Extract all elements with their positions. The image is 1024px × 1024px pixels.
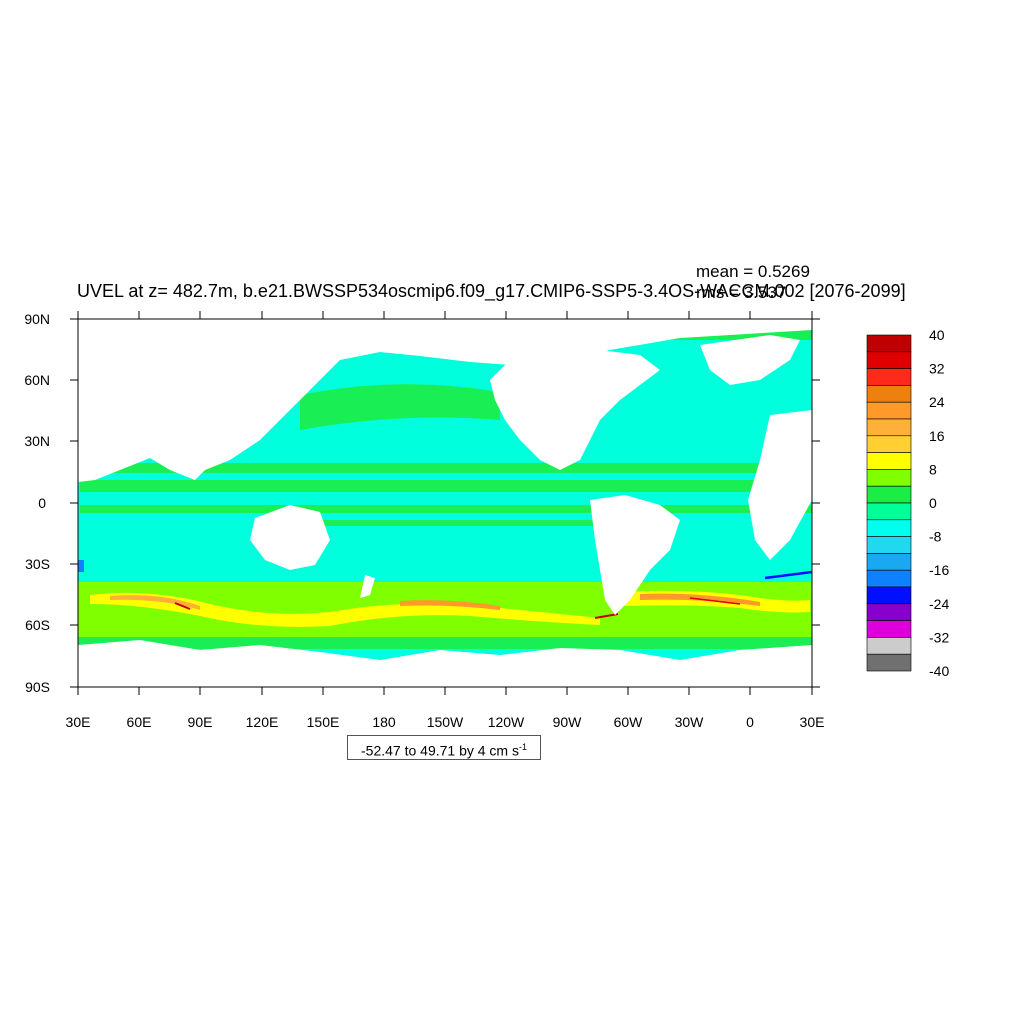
x-tick-label: 0 bbox=[746, 714, 754, 730]
colorbar-label: -32 bbox=[929, 629, 949, 645]
colorbar-label: 0 bbox=[929, 495, 937, 511]
plot-title: UVEL at z= 482.7m, b.e21.BWSSP534oscmip6… bbox=[77, 281, 906, 301]
colorbar-label: -16 bbox=[929, 562, 949, 578]
colorbar-label: -24 bbox=[929, 596, 949, 612]
x-tick-label: 30W bbox=[675, 714, 705, 730]
y-tick-label: 60N bbox=[24, 372, 50, 388]
x-tick-label: 90W bbox=[553, 714, 583, 730]
colorbar-swatch bbox=[866, 385, 912, 403]
colorbar-label: 8 bbox=[929, 461, 937, 477]
x-tick-label: 180 bbox=[372, 714, 396, 730]
x-tick-label: 120E bbox=[246, 714, 279, 730]
colorbar-swatch bbox=[866, 553, 912, 571]
colorbar-swatch bbox=[866, 368, 912, 386]
contour-range-label: -52.47 to 49.71 by 4 cm s-1 bbox=[347, 735, 541, 760]
colorbar-swatch bbox=[866, 569, 912, 588]
colorbar-label: 32 bbox=[929, 361, 945, 377]
colorbar-label: 40 bbox=[929, 327, 945, 343]
colorbar-swatch bbox=[866, 435, 912, 453]
map-field bbox=[78, 319, 812, 687]
y-tick-label: 90N bbox=[24, 311, 50, 327]
colorbar-swatch bbox=[866, 502, 912, 521]
x-tick-label: 120W bbox=[488, 714, 525, 730]
colorbar-swatch bbox=[866, 351, 912, 369]
colorbar-label: 16 bbox=[929, 428, 945, 444]
rms-stat: rms = 3.537 bbox=[696, 283, 787, 302]
colorbar bbox=[866, 334, 912, 672]
colorbar-swatch bbox=[866, 519, 912, 537]
y-tick-label: 60S bbox=[25, 617, 50, 633]
x-tick-label: 150E bbox=[307, 714, 340, 730]
x-tick-label: 150W bbox=[427, 714, 464, 730]
colorbar-swatch bbox=[866, 637, 912, 655]
map-frame bbox=[70, 311, 820, 695]
colorbar-swatch bbox=[866, 418, 912, 437]
colorbar-swatch bbox=[866, 586, 912, 605]
colorbar-label: -8 bbox=[929, 529, 942, 545]
y-tick-label: 0 bbox=[38, 495, 46, 511]
x-tick-label: 60W bbox=[614, 714, 644, 730]
y-tick-label: 90S bbox=[25, 679, 50, 695]
range-unit-exponent: -1 bbox=[518, 742, 527, 752]
x-tick-label: 30E bbox=[800, 714, 825, 730]
range-text: -52.47 to 49.71 by 4 cm s bbox=[361, 742, 519, 759]
y-tick-label: 30N bbox=[24, 433, 50, 449]
colorbar-swatch bbox=[866, 603, 912, 621]
colorbar-swatch bbox=[866, 334, 912, 353]
colorbar-label: 24 bbox=[929, 394, 945, 410]
colorbar-swatch bbox=[866, 452, 912, 470]
x-tick-label: 30E bbox=[66, 714, 91, 730]
x-tick-label: 60E bbox=[127, 714, 152, 730]
y-tick-label: 30S bbox=[25, 556, 50, 572]
colorbar-swatch bbox=[866, 536, 912, 554]
colorbar-swatch bbox=[866, 653, 912, 672]
colorbar-label: -40 bbox=[929, 663, 949, 679]
x-tick-label: 90E bbox=[188, 714, 213, 730]
colorbar-swatch bbox=[866, 485, 912, 504]
colorbar-swatch bbox=[866, 401, 912, 420]
colorbar-swatch bbox=[866, 469, 912, 487]
mean-stat: mean = 0.5269 bbox=[696, 262, 810, 281]
colorbar-swatch bbox=[866, 620, 912, 638]
